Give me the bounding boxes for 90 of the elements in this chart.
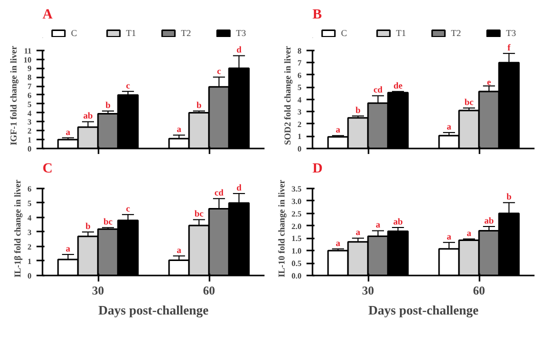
data-label: d: [236, 44, 242, 55]
x-tick-label: 60: [203, 284, 215, 298]
y-tick-label: 3.5: [292, 184, 302, 194]
y-tick-label: 10: [24, 55, 32, 64]
data-label: a: [66, 243, 71, 254]
data-label: a: [446, 122, 452, 132]
data-label: ab: [393, 216, 403, 227]
y-tick-label: 2: [28, 242, 32, 252]
data-label: b: [105, 100, 111, 110]
data-label: cd: [214, 188, 224, 198]
data-label: bc: [194, 208, 204, 219]
y-tick-label: 2.0: [292, 222, 302, 231]
data-label: a: [66, 126, 71, 137]
y-tick-label: 3: [28, 228, 32, 237]
y-tick-label: 4: [28, 108, 32, 118]
y-tick-label: 1: [28, 256, 32, 266]
data-label: a: [336, 238, 341, 248]
y-tick-label: 1.0: [292, 246, 302, 256]
y-tick-label: 6: [28, 184, 32, 194]
data-label: e: [486, 76, 491, 87]
x-tick-label: 30: [362, 284, 374, 298]
data-label: ab: [484, 216, 494, 226]
y-tick-label: 7: [298, 58, 302, 68]
y-tick-label: 7: [28, 82, 32, 92]
data-label: b: [196, 100, 202, 110]
data-label: bc: [464, 97, 474, 108]
data-label: c: [126, 80, 130, 90]
data-label: a: [376, 220, 381, 230]
y-tick-label: 6: [298, 70, 302, 80]
y-tick-label: 3.0: [292, 196, 302, 206]
y-tick-label: 1: [28, 136, 32, 145]
x-tick-label: 30: [92, 284, 104, 298]
y-tick-label: 0: [28, 272, 32, 280]
data-label: b: [86, 220, 91, 231]
data-label: cd: [373, 84, 382, 95]
data-label: c: [216, 66, 221, 76]
y-tick-label: 3: [28, 118, 32, 127]
chart-title: A: [42, 8, 54, 22]
data-label: d: [236, 182, 242, 193]
data-label: b: [356, 104, 361, 115]
y-tick-label: 6: [28, 90, 32, 100]
y-tick-label: 8: [28, 73, 32, 82]
data-label: a: [356, 227, 361, 238]
data-label: a: [176, 244, 182, 255]
y-axis-title: IGF-1 fold change in liver: [8, 46, 18, 146]
chart-title: C: [42, 162, 53, 176]
x-tick-label: 60: [473, 284, 485, 298]
data-label: ab: [83, 110, 93, 121]
data-label: c: [126, 204, 130, 214]
data-label: a: [336, 124, 341, 135]
chart-title: B: [312, 8, 322, 22]
y-tick-label: 4: [298, 95, 302, 104]
y-tick-label: 4: [28, 213, 32, 222]
y-tick-label: 5: [28, 100, 32, 109]
y-tick-label: 5: [298, 83, 302, 92]
x-axis-title: Days post-challenge: [368, 302, 479, 318]
y-tick-label: 2.5: [292, 209, 302, 218]
data-label: f: [507, 42, 512, 52]
y-axis-title: IL-10 fold change in liver: [276, 180, 286, 278]
y-axis-title: IL-1β fold change in liver: [12, 180, 22, 278]
y-tick-label: 5: [28, 198, 32, 208]
y-tick-label: 1: [298, 132, 302, 142]
y-tick-label: 11: [24, 46, 32, 56]
y-tick-label: 9: [28, 64, 32, 74]
data-label: a: [176, 124, 182, 134]
legend-label: T2: [451, 28, 462, 38]
y-tick-label: 0: [298, 144, 302, 154]
y-tick-label: 0: [28, 144, 32, 154]
x-axis-title: Days post-challenge: [98, 302, 209, 318]
legend-label: T2: [181, 28, 192, 38]
legend-label: T3: [236, 28, 247, 38]
y-tick-label: 8: [298, 46, 302, 56]
y-tick-label: 3: [298, 108, 302, 117]
data-label: a: [466, 228, 472, 238]
y-axis-title: SOD2 fold change in liver: [282, 46, 292, 145]
legend-label: C: [71, 28, 78, 38]
chart-title: D: [312, 162, 323, 176]
data-label: a: [446, 231, 452, 242]
legend-label: C: [341, 28, 348, 38]
y-tick-label: 0.0: [292, 272, 302, 280]
y-tick-label: 0.5: [292, 259, 302, 268]
legend-label: T1: [126, 28, 137, 38]
y-tick-label: 2: [298, 120, 302, 129]
data-label: de: [393, 80, 402, 90]
legend-label: T3: [506, 28, 517, 38]
y-tick-label: 1.5: [292, 234, 302, 244]
data-label: bc: [103, 216, 112, 227]
data-label: b: [506, 192, 512, 202]
legend-label: T1: [396, 28, 407, 38]
y-tick-label: 2: [28, 126, 32, 136]
